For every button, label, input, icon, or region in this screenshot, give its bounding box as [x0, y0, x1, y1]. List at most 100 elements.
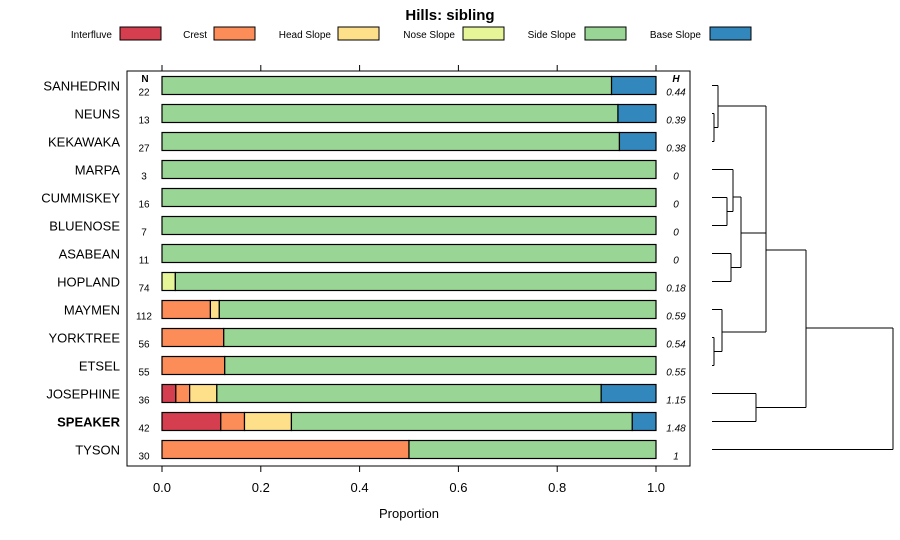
rows: N H SANHEDRIN 22 0.44 NEUNS 13 0.39 KEKAWAKA 27 0.…	[41, 74, 686, 463]
x-axis: 0.0 0.2 0.4 0.6 0.8 1.0	[153, 65, 665, 495]
x-axis-label: Proportion	[379, 506, 439, 521]
bar-segment	[600, 383, 657, 404]
dendrogram	[712, 85, 894, 450]
legend-swatch	[709, 26, 752, 41]
row-label: ETSEL	[79, 359, 120, 374]
bar-segment	[243, 411, 293, 432]
row-label: HOPLAND	[57, 275, 120, 290]
row-label: YORKTREE	[48, 331, 120, 346]
row-label: MAYMEN	[64, 303, 120, 318]
row-h: 0.59	[666, 312, 686, 323]
legend-swatch	[213, 26, 256, 41]
bar-segment	[216, 383, 602, 404]
row-h: 0	[673, 228, 679, 239]
bar-segment	[161, 243, 657, 264]
bar-segment	[224, 355, 657, 376]
legend: Interfluve Crest Head Slope Nose Slope Side …	[71, 26, 752, 41]
row-n: 30	[138, 452, 150, 463]
bar-segment	[617, 103, 657, 124]
row-label: CUMMISKEY	[41, 191, 120, 206]
row-n: 36	[138, 396, 150, 407]
row-h: 0.38	[666, 144, 686, 155]
bar-segment	[161, 271, 176, 292]
row-label: SANHEDRIN	[43, 79, 120, 94]
bar-segment	[220, 411, 246, 432]
bar-segment	[218, 299, 657, 320]
row-label: ASABEAN	[59, 247, 120, 262]
x-tick-label: 0.6	[449, 480, 467, 495]
row-n: 22	[138, 88, 150, 99]
bar-segment	[161, 103, 619, 124]
bar-segment	[189, 383, 218, 404]
bar-segment	[161, 187, 657, 208]
bar-segment	[161, 439, 410, 460]
row-label: TYSON	[75, 443, 120, 458]
row-h: 0	[673, 256, 679, 267]
row-n: 27	[138, 144, 150, 155]
legend-label: Head Slope	[279, 30, 332, 41]
row-n: 7	[141, 228, 147, 239]
bar-segment	[161, 383, 177, 404]
legend-label: Nose Slope	[403, 30, 455, 41]
x-tick-label: 1.0	[647, 480, 665, 495]
bar-segment	[161, 75, 613, 96]
legend-swatch	[119, 26, 162, 41]
row-n: 16	[138, 200, 150, 211]
row-label: MARPA	[75, 163, 121, 178]
legend-swatch	[337, 26, 380, 41]
legend-label: Crest	[183, 30, 207, 41]
bar-segment	[209, 299, 220, 320]
row-n: 112	[136, 312, 152, 323]
row-h: 1.15	[666, 396, 686, 407]
row-n: 56	[138, 340, 150, 351]
row-h: 0.54	[666, 340, 686, 351]
row-h: 0.44	[666, 88, 686, 99]
bar-segment	[161, 159, 657, 180]
bar-segment	[161, 299, 212, 320]
row-n: 3	[141, 172, 147, 183]
bar-segment	[161, 411, 222, 432]
row-n: 74	[138, 284, 150, 295]
legend-label: Side Slope	[528, 30, 577, 41]
bar-segment	[161, 355, 226, 376]
legend-label: Base Slope	[650, 30, 702, 41]
row-h: 0.39	[666, 116, 686, 127]
plot-frame	[126, 70, 691, 467]
bar-segment	[631, 411, 657, 432]
row-h: 1.48	[666, 424, 686, 435]
bar-segment	[161, 131, 621, 152]
bar-segment	[161, 327, 225, 348]
legend-swatch	[462, 26, 505, 41]
x-tick-label: 0.0	[153, 480, 171, 495]
bar-segment	[610, 75, 657, 96]
h-header: H	[672, 74, 680, 85]
row-n: 11	[139, 256, 150, 267]
row-label: NEUNS	[74, 107, 120, 122]
bar-segment	[223, 327, 657, 348]
chart-title: Hills: sibling	[405, 7, 494, 24]
bar-segment	[175, 383, 191, 404]
row-label: KEKAWAKA	[48, 135, 120, 150]
bar-segment	[618, 131, 657, 152]
bar-segment	[290, 411, 633, 432]
row-h: 0	[673, 172, 679, 183]
row-label: SPEAKER	[57, 415, 120, 430]
n-header: N	[141, 74, 148, 85]
bar-segment	[174, 271, 657, 292]
row-h: 0	[673, 200, 679, 211]
x-tick-label: 0.2	[252, 480, 270, 495]
bar-segment	[161, 215, 657, 236]
row-n: 13	[138, 116, 150, 127]
x-tick-label: 0.8	[548, 480, 566, 495]
row-h: 0.18	[666, 284, 686, 295]
row-label: BLUENOSE	[49, 219, 120, 234]
row-n: 42	[138, 424, 150, 435]
bar-segment	[408, 439, 657, 460]
row-h: 0.55	[666, 368, 686, 379]
legend-label: Interfluve	[71, 30, 113, 41]
row-label: JOSEPHINE	[46, 387, 120, 402]
legend-swatch	[584, 26, 627, 41]
row-n: 55	[138, 368, 150, 379]
x-tick-label: 0.4	[351, 480, 369, 495]
